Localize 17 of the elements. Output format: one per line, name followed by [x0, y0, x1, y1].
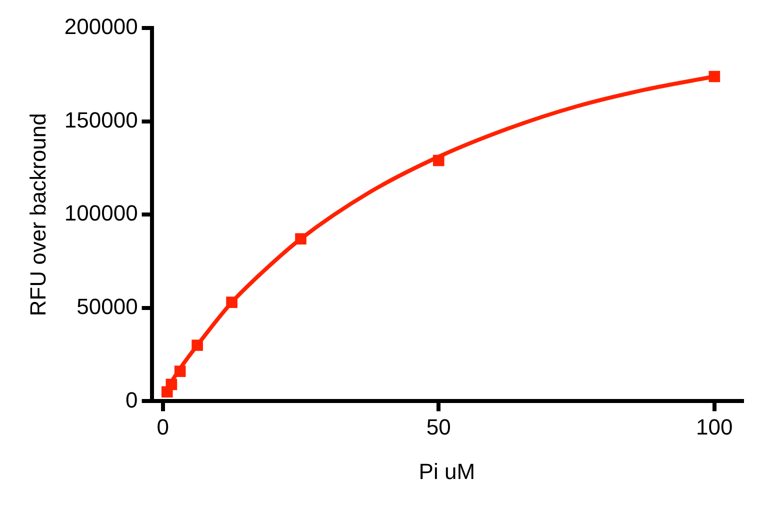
point — [432, 154, 444, 166]
point — [295, 233, 306, 245]
y-tick-label: 0 — [126, 387, 138, 412]
y-tick-label: 50000 — [76, 294, 138, 319]
y-tick-label: 150000 — [64, 107, 138, 132]
y-tick-label: 200000 — [64, 14, 138, 40]
point — [192, 340, 203, 351]
point — [708, 70, 720, 82]
x-tick-label: 0 — [156, 414, 169, 440]
point — [166, 378, 178, 390]
x-tick-label: 100 — [696, 414, 733, 440]
point — [226, 296, 238, 308]
x-tick-label: 50 — [426, 414, 451, 440]
point — [174, 366, 186, 377]
y-tick-label: 100000 — [64, 200, 138, 226]
x-axis-title: Pi uM — [418, 458, 476, 484]
y-axis-title: RFU over backround — [25, 113, 50, 316]
